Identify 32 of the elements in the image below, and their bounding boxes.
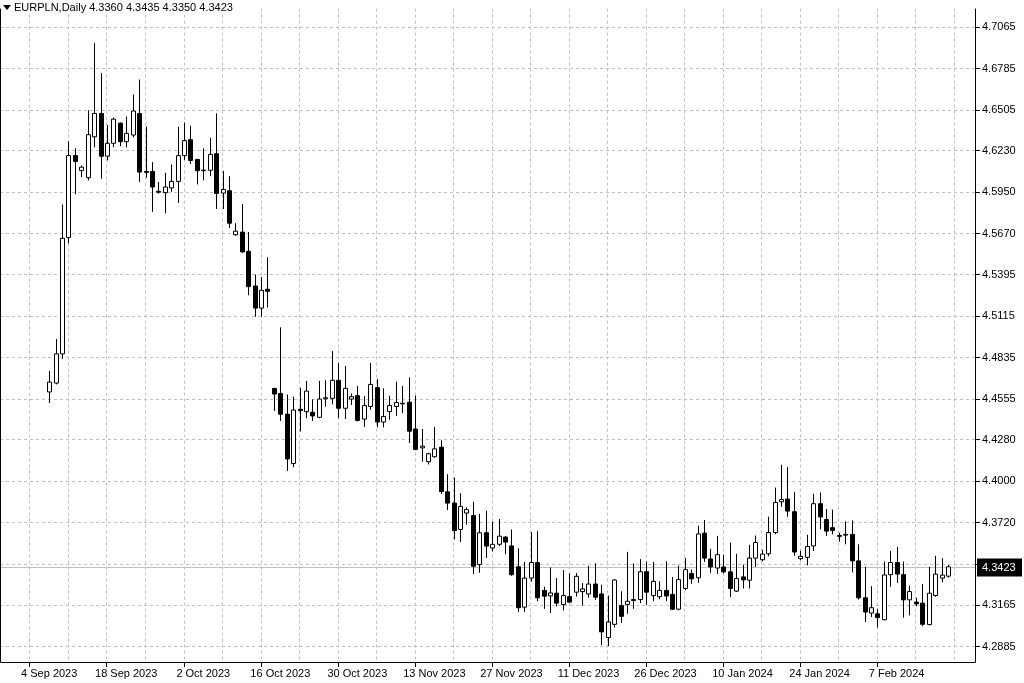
x-tick-label: 26 Dec 2023 <box>634 666 697 679</box>
x-tick-label: 13 Nov 2023 <box>403 666 466 679</box>
y-tick-label: 4.6230 <box>982 143 1016 156</box>
x-tick-label: 4 Sep 2023 <box>21 666 78 679</box>
y-tick-label: 4.6785 <box>982 61 1016 74</box>
y-tick-label: 4.4000 <box>982 474 1016 487</box>
x-tick-label: 27 Nov 2023 <box>480 666 543 679</box>
x-tick-label: 24 Jan 2024 <box>789 666 850 679</box>
candlestick <box>631 562 636 610</box>
x-tick-label: 18 Sep 2023 <box>95 666 158 679</box>
chart-title: EURPLN,Daily 4.3360 4.3435 4.3350 4.3423 <box>14 1 233 14</box>
y-tick-label: 4.4835 <box>982 350 1016 363</box>
candlestick <box>619 590 624 624</box>
y-tick-label: 4.5115 <box>982 309 1015 322</box>
x-tick-label: 10 Jan 2024 <box>712 666 773 679</box>
y-tick-label: 4.5395 <box>982 267 1016 280</box>
y-tick-label: 4.3165 <box>982 598 1016 611</box>
candlestick <box>387 395 392 421</box>
y-tick-label: 4.6505 <box>982 103 1016 116</box>
y-tick-label: 4.4280 <box>982 432 1016 445</box>
y-tick-label: 4.5950 <box>982 185 1016 198</box>
y-tick-label: 4.7065 <box>982 20 1016 33</box>
y-tick-label: 4.3720 <box>982 515 1016 528</box>
y-tick-label: 4.5670 <box>982 226 1016 239</box>
x-tick-label: 7 Feb 2024 <box>868 666 925 679</box>
y-tick-label: 4.2885 <box>982 639 1016 652</box>
ref-line-label: 4.3423 <box>982 560 1016 573</box>
x-tick-label: 30 Oct 2023 <box>327 666 388 679</box>
x-tick-label: 16 Oct 2023 <box>250 666 311 679</box>
x-tick-label: 11 Dec 2023 <box>557 666 620 679</box>
y-tick-label: 4.4555 <box>982 392 1016 405</box>
x-tick-label: 2 Oct 2023 <box>176 666 231 679</box>
